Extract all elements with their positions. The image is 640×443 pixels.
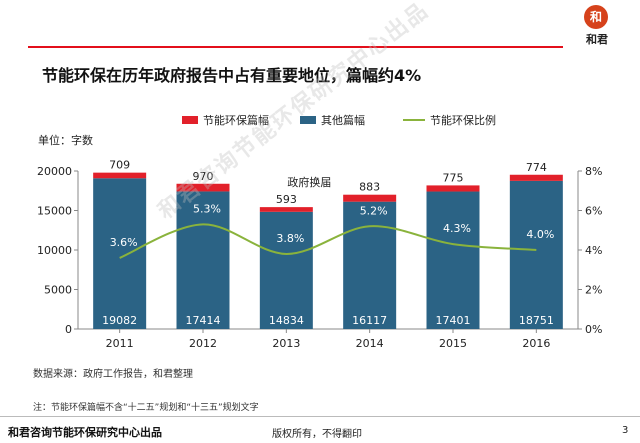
x-tick-label-2016: 2016: [522, 337, 550, 350]
bar-energy-2016: [509, 174, 563, 181]
ratio-label-2014: 5.2%: [360, 204, 388, 217]
legend-label-2: 其他篇幅: [321, 113, 365, 127]
footer-copyright: 版权所有，不得翻印: [272, 429, 362, 440]
bar-other-2014: [343, 201, 397, 329]
legend-label-1: 节能环保篇幅: [203, 113, 269, 127]
bar-energy-2015: [426, 185, 480, 192]
page-number: 3: [622, 425, 629, 436]
bar-other-2016: [509, 180, 563, 329]
page-title: 节能环保在历年政府报告中占有重要地位，篇幅约4%: [42, 66, 422, 85]
x-tick-label-2012: 2012: [189, 337, 217, 350]
data-label-other-2011: 19082: [102, 314, 137, 327]
legend-swatch-1: [182, 116, 198, 124]
x-tick-label-2011: 2011: [106, 337, 134, 350]
x-tick-label-2014: 2014: [356, 337, 384, 350]
y-tick-label-5000: 5000: [44, 284, 72, 297]
ratio-label-2011: 3.6%: [110, 236, 138, 249]
ratio-line: [119, 223, 537, 259]
data-label-energy-2015: 775: [443, 171, 464, 184]
ratio-label-2015: 4.3%: [443, 222, 471, 235]
legend-label-3: 节能环保比例: [430, 113, 496, 127]
brand-logo: 和 和君: [575, 5, 619, 46]
x-tick-label-2013: 2013: [272, 337, 300, 350]
y-axis-unit-label: 单位：字数: [38, 133, 93, 147]
data-label-energy-2013: 593: [276, 193, 297, 206]
y2-tick-label-3: 6%: [585, 205, 602, 218]
bar-other-2013: [259, 211, 313, 329]
bar-energy-2011: [93, 172, 147, 179]
brand-seal-icon: 和: [584, 5, 608, 29]
bar-energy-2012: [176, 183, 230, 192]
data-label-energy-2012: 970: [193, 170, 214, 183]
annotation-government-change: 政府换届: [287, 175, 331, 189]
footnote: 注：节能环保篇幅不含“十二五”规划和“十三五”规划文字: [33, 403, 259, 413]
legend-swatch-2: [300, 116, 316, 124]
data-label-other-2015: 17401: [436, 314, 471, 327]
y-tick-label-15000: 15000: [37, 205, 72, 218]
chart-area: 节能环保篇幅 其他篇幅 节能环保比例单位：字数 0 5000 10000 15000 2000…: [0, 100, 640, 360]
bar-energy-2014: [343, 194, 397, 202]
data-label-energy-2014: 883: [359, 181, 380, 194]
y2-tick-label-0: 0%: [585, 323, 602, 336]
header-accent-bar: [28, 46, 563, 48]
data-label-other-2013: 14834: [269, 314, 304, 327]
brand-name: 和君: [586, 33, 608, 46]
ratio-label-2016: 4.0%: [526, 228, 554, 241]
y2-tick-label-1: 2%: [585, 284, 602, 297]
y2-tick-label-4: 8%: [585, 165, 602, 178]
y-tick-label-10000: 10000: [37, 244, 72, 257]
x-tick-label-2015: 2015: [439, 337, 467, 350]
data-label-energy-2016: 774: [526, 161, 547, 174]
data-source: 数据来源：政府工作报告，和君整理: [33, 369, 193, 380]
ratio-label-2013: 3.8%: [276, 232, 304, 245]
data-label-energy-2011: 709: [109, 159, 130, 172]
data-label-other-2012: 17414: [186, 314, 221, 327]
footer-divider: [0, 416, 640, 417]
data-label-other-2016: 18751: [519, 314, 554, 327]
bar-other-2015: [426, 191, 480, 329]
bar-other-2012: [176, 191, 230, 329]
y-tick-label-20000: 20000: [37, 165, 72, 178]
footer-org: 和君咨询节能环保研究中心出品: [8, 426, 162, 439]
y-tick-label-0: 0: [65, 323, 72, 336]
bar-energy-2013: [259, 207, 313, 212]
data-label-other-2014: 16117: [352, 314, 387, 327]
y2-tick-label-2: 4%: [585, 244, 602, 257]
ratio-label-2012: 5.3%: [193, 202, 221, 215]
bar-other-2011: [93, 178, 147, 329]
